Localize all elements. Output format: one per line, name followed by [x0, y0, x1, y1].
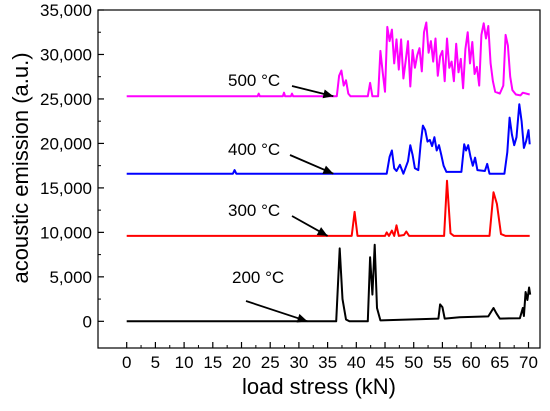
y-tick-label: 15,000	[40, 179, 92, 198]
annotations: 500 °C 400 °C 300 °C 200 °C	[228, 71, 334, 323]
annotation-label: 500 °C	[228, 71, 280, 90]
x-tick-label: 50	[404, 353, 423, 372]
x-tick-label: 45	[376, 353, 395, 372]
x-tick-label: 55	[433, 353, 452, 372]
annotation-arrowhead	[316, 227, 328, 236]
x-tick-label: 40	[347, 353, 366, 372]
x-axis: 0 5 10 15 20 25 30 35 40 45 50 55 60 65 70	[122, 342, 538, 372]
y-tick-label: 5,000	[49, 268, 92, 287]
x-tick-label: 70	[519, 353, 538, 372]
y-axis: 0 5,000 10,000 15,000 20,000 25,000 30,000 35,0…	[40, 1, 104, 331]
x-tick-label: 30	[289, 353, 308, 372]
y-tick-label: 20,000	[40, 134, 92, 153]
x-tick-label: 5	[151, 353, 160, 372]
annotation-label: 200 °C	[232, 268, 284, 287]
annotation-label: 300 °C	[228, 201, 280, 220]
annotation-arrowhead	[296, 313, 308, 323]
x-axis-title: load stress (kN)	[242, 374, 396, 399]
y-tick-label: 0	[83, 312, 92, 331]
x-tick-label: 10	[175, 353, 194, 372]
x-tick-label: 15	[203, 353, 222, 372]
annotation-arrowhead	[322, 165, 334, 174]
x-tick-label: 35	[318, 353, 337, 372]
y-tick-label: 25,000	[40, 90, 92, 109]
y-axis-title: acoustic emission (a.u.)	[8, 52, 33, 283]
y-tick-label: 10,000	[40, 223, 92, 242]
y-tick-label: 35,000	[40, 1, 92, 20]
x-tick-label: 65	[490, 353, 509, 372]
x-tick-label: 25	[261, 353, 280, 372]
series-lines	[126, 21, 532, 323]
x-tick-label: 60	[462, 353, 481, 372]
series-line-0	[126, 243, 532, 323]
annotation-arrow	[245, 300, 308, 323]
series-line-3	[126, 21, 530, 98]
y-tick-label: 30,000	[40, 45, 92, 64]
x-tick-label: 0	[122, 353, 131, 372]
annotation-arrowhead	[322, 89, 334, 99]
annotation-label: 400 °C	[228, 140, 280, 159]
series-line-2	[126, 103, 531, 175]
series-line-1	[126, 179, 530, 237]
plot-frame	[97, 9, 541, 349]
x-tick-label: 20	[232, 353, 251, 372]
